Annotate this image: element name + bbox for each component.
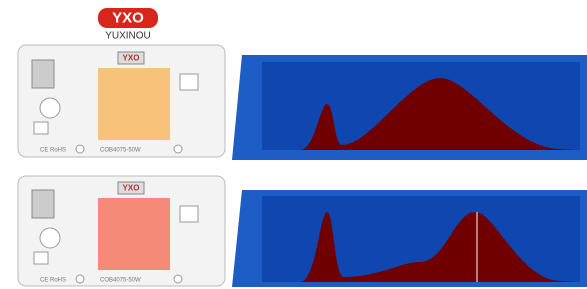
cert: CE RoHS — [40, 278, 66, 284]
cob-module: YXO CE RoHS COB4075-50W — [18, 176, 225, 286]
connector — [32, 60, 54, 88]
chip-label: YXO — [123, 54, 140, 63]
chip-label: YXO — [123, 184, 140, 193]
capacitor — [40, 98, 60, 118]
component — [180, 206, 198, 222]
component — [34, 252, 48, 264]
hole — [76, 275, 84, 283]
spectrum-panel — [232, 55, 587, 160]
product-image: YXO YUXINOU YXO CE RoHS COB4075-50W YXO … — [0, 0, 587, 289]
brand-logo: YXO YUXINOU — [98, 8, 158, 42]
led-chip — [98, 198, 170, 270]
hole — [174, 275, 182, 283]
brand-name: YUXINOU — [105, 31, 151, 42]
connector — [32, 190, 54, 218]
cert: CE RoHS — [40, 148, 66, 154]
component — [180, 74, 198, 90]
hole — [76, 145, 84, 153]
logo-text: YXO — [112, 9, 144, 26]
model: COB4075-50W — [100, 148, 141, 154]
led-chip — [98, 68, 170, 140]
cob-module: YXO CE RoHS COB4075-50W — [18, 45, 225, 157]
hole — [174, 145, 182, 153]
model: COB4075-50W — [100, 278, 141, 284]
spectrum-panel — [232, 190, 587, 287]
capacitor — [40, 228, 60, 248]
component — [34, 122, 48, 134]
